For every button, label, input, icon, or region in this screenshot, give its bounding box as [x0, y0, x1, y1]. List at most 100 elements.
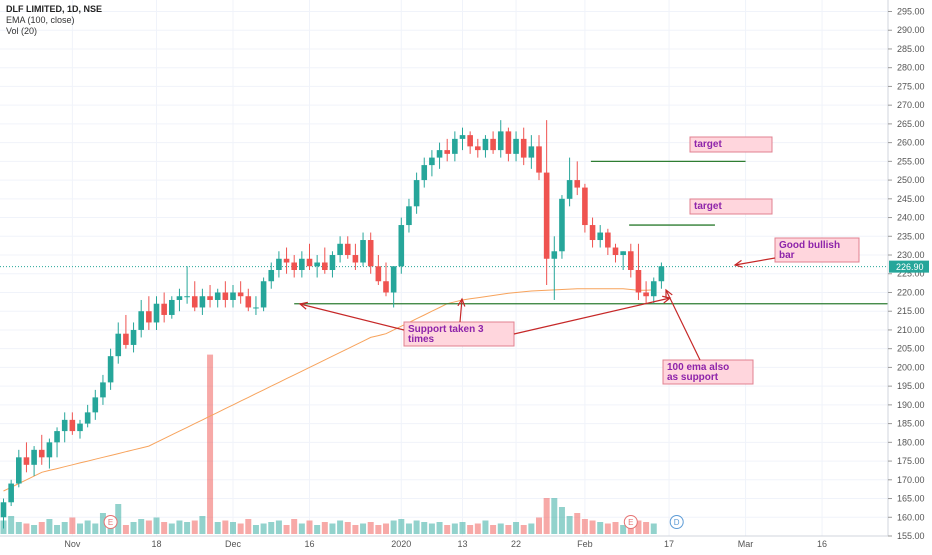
ema-note-box	[662, 359, 754, 385]
candle-body	[367, 240, 374, 267]
volume-bar	[444, 525, 451, 534]
candle-body	[176, 296, 183, 300]
volume-bar	[15, 522, 22, 534]
candle-body	[245, 296, 252, 308]
volume-bar	[360, 523, 367, 534]
volume-bar	[252, 525, 259, 534]
volume-bar	[291, 519, 298, 534]
volume-bar	[551, 498, 558, 534]
volume-bar	[574, 513, 581, 534]
price-tick-label: 270.00	[897, 100, 925, 110]
volume-bar	[375, 525, 382, 534]
ema-note-text: 100 ema also	[667, 362, 729, 373]
candle-body	[184, 296, 190, 298]
price-tick-label: 260.00	[897, 138, 925, 148]
candle-body	[467, 135, 473, 147]
candle-body	[314, 262, 320, 267]
candle-body	[513, 138, 519, 154]
candle-body	[413, 180, 420, 207]
price-tick-label: 215.00	[897, 306, 925, 316]
candle-body	[643, 292, 649, 297]
time-tick-label: 13	[457, 539, 467, 549]
candle-body	[253, 307, 259, 309]
ema-arrow-head	[665, 288, 673, 299]
candle-body	[130, 329, 137, 345]
target-note-box	[689, 198, 773, 215]
volume-bar	[581, 519, 588, 534]
volume-bar	[184, 522, 191, 534]
time-tick-label: 16	[817, 539, 827, 549]
candle-body	[260, 281, 267, 308]
time-tick-label: Dec	[225, 539, 242, 549]
volume-bar	[168, 523, 175, 534]
candle-body	[115, 333, 122, 357]
volume-bar	[237, 523, 244, 534]
volume-bar	[482, 520, 489, 534]
ema-note-text: as support	[667, 372, 719, 383]
volume-bar	[306, 520, 313, 534]
candle-body	[8, 483, 14, 503]
price-tick-label: 170.00	[897, 475, 925, 485]
volume-bar	[245, 519, 252, 534]
candle-body	[214, 292, 221, 300]
candle-body	[398, 225, 405, 267]
time-tick-label: 16	[304, 539, 314, 549]
candle-body	[191, 296, 198, 308]
volume-bar	[459, 522, 466, 534]
candle-body	[61, 419, 68, 432]
price-tick-label: 280.00	[897, 63, 925, 73]
candle-body	[230, 292, 236, 300]
time-tick-label: Mar	[738, 539, 754, 549]
volume-bar	[176, 520, 183, 534]
candle-body	[497, 131, 504, 151]
candle-body	[574, 180, 581, 188]
candle-body	[436, 150, 443, 158]
volume-bar	[161, 522, 168, 534]
candle-body	[429, 157, 435, 166]
volume-bar	[474, 523, 481, 534]
price-tick-label: 250.00	[897, 175, 925, 185]
last-price-label: 226.90	[896, 262, 924, 272]
candle-body	[650, 281, 657, 297]
symbol-title: DLF LIMITED, 1D, NSE	[6, 4, 103, 14]
candle-body	[123, 333, 129, 345]
support-arrow-right	[513, 297, 671, 335]
volume-bar	[191, 520, 198, 534]
candle-body	[612, 247, 619, 256]
price-tick-label: 205.00	[897, 344, 925, 354]
price-tick-label: 235.00	[897, 231, 925, 241]
target-note-text: target	[694, 139, 722, 150]
volume-bar	[337, 520, 344, 534]
volume-bar	[199, 516, 206, 534]
volume-bar	[61, 522, 68, 534]
candle-body	[84, 412, 91, 424]
candle-body	[161, 303, 167, 315]
candle-body	[551, 251, 558, 259]
price-tick-label: 240.00	[897, 213, 925, 223]
ema-line	[3, 288, 654, 492]
candle-body	[344, 243, 351, 256]
candle-body	[222, 292, 229, 300]
volume-bar	[122, 525, 129, 534]
time-tick-label: Nov	[64, 539, 81, 549]
candle-body	[0, 502, 7, 518]
support-arrow-mid	[459, 298, 463, 323]
bullish-note-text: Good bullish	[779, 240, 840, 251]
volume-bar	[275, 520, 282, 534]
volume-bar	[153, 517, 160, 534]
price-tick-label: 230.00	[897, 250, 925, 260]
candle-body	[597, 232, 603, 241]
volume-bar	[23, 523, 30, 534]
price-tick-label: 245.00	[897, 194, 925, 204]
price-tick-label: 210.00	[897, 325, 925, 335]
support-note-text: Support taken 3	[408, 324, 484, 335]
volume-bar	[436, 522, 443, 534]
volume-bar	[413, 520, 420, 534]
candle-body	[505, 131, 512, 154]
event-marker-circle	[669, 515, 684, 529]
volume-bar	[38, 522, 45, 534]
candle-body	[543, 172, 550, 259]
candle-body	[459, 135, 466, 139]
target-note-text: target	[694, 201, 722, 212]
